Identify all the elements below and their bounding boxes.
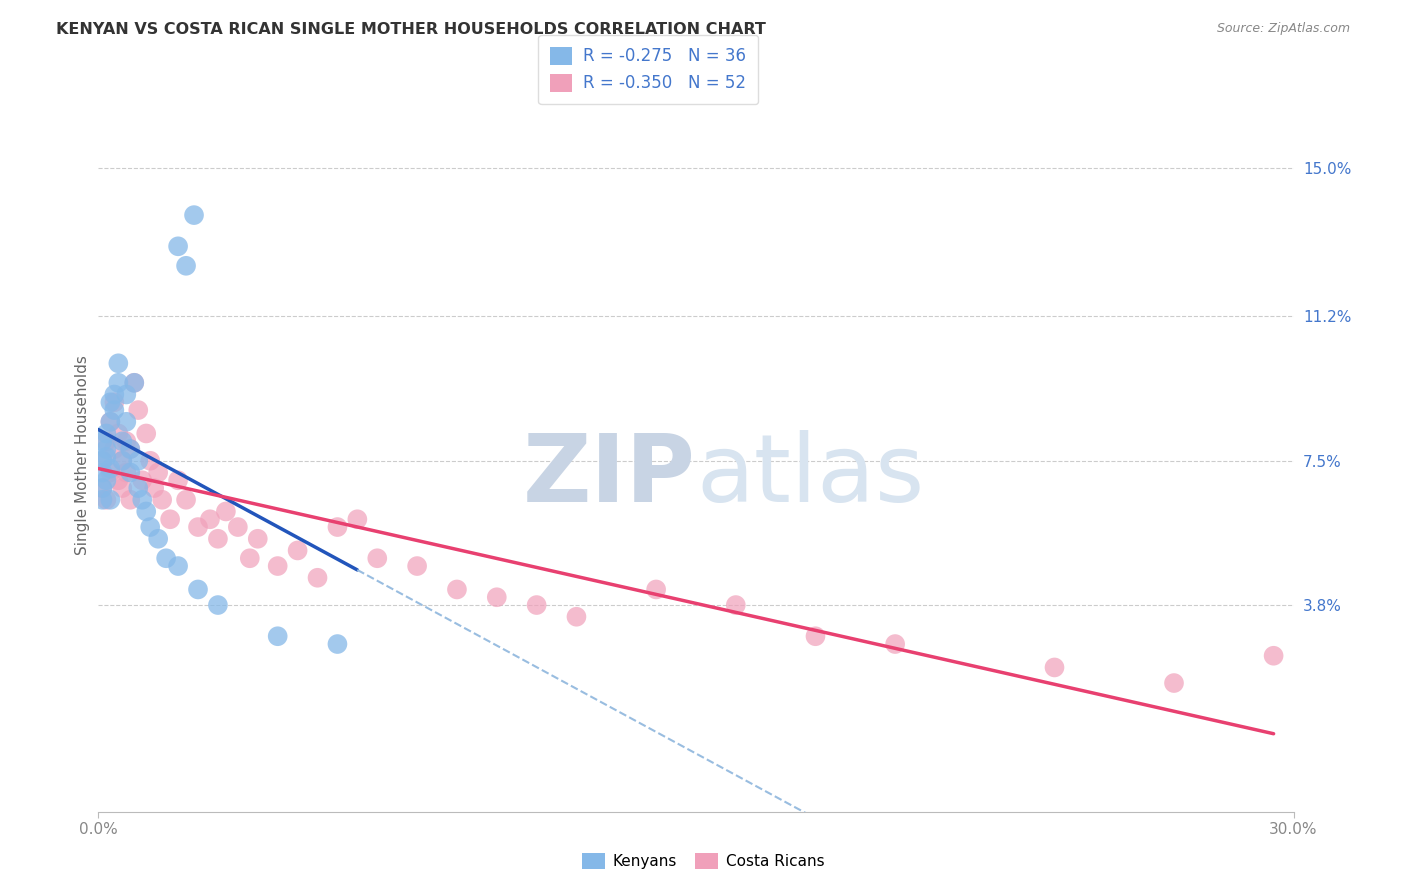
- Point: [198, 512, 221, 526]
- Point: [96, 426, 118, 441]
- Text: atlas: atlas: [696, 430, 924, 523]
- Point: [111, 454, 134, 468]
- Point: [115, 466, 138, 480]
- Point: [526, 598, 548, 612]
- Point: [167, 473, 190, 487]
- Point: [111, 454, 134, 468]
- Point: [724, 598, 747, 612]
- Point: [565, 609, 588, 624]
- Point: [346, 512, 368, 526]
- Point: [98, 395, 122, 409]
- Point: [215, 504, 238, 518]
- Point: [267, 629, 290, 643]
- Point: [884, 637, 907, 651]
- Point: [143, 481, 166, 495]
- Point: [287, 543, 309, 558]
- Point: [326, 637, 349, 651]
- Point: [115, 415, 138, 429]
- Point: [645, 582, 668, 597]
- Point: [103, 403, 125, 417]
- Point: [1163, 676, 1185, 690]
- Point: [150, 492, 173, 507]
- Point: [174, 492, 197, 507]
- Point: [98, 415, 122, 429]
- Point: [115, 387, 138, 401]
- Point: [91, 492, 114, 507]
- Point: [167, 559, 190, 574]
- Point: [366, 551, 388, 566]
- Point: [91, 454, 114, 468]
- Point: [135, 426, 157, 441]
- Point: [103, 442, 125, 456]
- Point: [103, 387, 125, 401]
- Point: [326, 520, 349, 534]
- Text: KENYAN VS COSTA RICAN SINGLE MOTHER HOUSEHOLDS CORRELATION CHART: KENYAN VS COSTA RICAN SINGLE MOTHER HOUS…: [56, 22, 766, 37]
- Point: [127, 403, 149, 417]
- Point: [207, 532, 229, 546]
- Point: [111, 481, 134, 495]
- Point: [107, 426, 129, 441]
- Point: [91, 466, 114, 480]
- Point: [124, 376, 146, 390]
- Point: [107, 356, 129, 370]
- Y-axis label: Single Mother Households: Single Mother Households: [75, 355, 90, 555]
- Point: [91, 454, 114, 468]
- Point: [91, 481, 114, 495]
- Point: [187, 582, 209, 597]
- Point: [1263, 648, 1285, 663]
- Point: [111, 434, 134, 449]
- Point: [246, 532, 269, 546]
- Text: ZIP: ZIP: [523, 430, 696, 523]
- Point: [155, 551, 177, 566]
- Point: [1043, 660, 1066, 674]
- Point: [267, 559, 290, 574]
- Point: [174, 259, 197, 273]
- Point: [107, 473, 129, 487]
- Point: [406, 559, 429, 574]
- Point: [98, 461, 122, 475]
- Point: [91, 481, 114, 495]
- Point: [135, 504, 157, 518]
- Point: [131, 492, 153, 507]
- Point: [485, 591, 508, 605]
- Point: [139, 454, 162, 468]
- Point: [446, 582, 468, 597]
- Point: [804, 629, 827, 643]
- Point: [307, 571, 329, 585]
- Point: [96, 492, 118, 507]
- Point: [226, 520, 249, 534]
- Point: [120, 442, 142, 456]
- Point: [127, 454, 149, 468]
- Point: [131, 473, 153, 487]
- Point: [98, 466, 122, 480]
- Point: [148, 532, 170, 546]
- Text: Source: ZipAtlas.com: Source: ZipAtlas.com: [1216, 22, 1350, 36]
- Point: [207, 598, 229, 612]
- Point: [115, 434, 138, 449]
- Point: [120, 492, 142, 507]
- Point: [98, 492, 122, 507]
- Point: [96, 442, 118, 456]
- Point: [159, 512, 181, 526]
- Point: [187, 520, 209, 534]
- Point: [124, 376, 146, 390]
- Point: [127, 481, 149, 495]
- Point: [98, 415, 122, 429]
- Point: [107, 376, 129, 390]
- Point: [139, 520, 162, 534]
- Legend: Kenyans, Costa Ricans: Kenyans, Costa Ricans: [575, 847, 831, 875]
- Point: [167, 239, 190, 253]
- Point: [120, 442, 142, 456]
- Point: [103, 395, 125, 409]
- Point: [120, 466, 142, 480]
- Point: [239, 551, 262, 566]
- Point: [96, 473, 118, 487]
- Point: [183, 208, 205, 222]
- Point: [96, 450, 118, 464]
- Point: [91, 434, 114, 449]
- Point: [96, 434, 118, 449]
- Legend: R = -0.275   N = 36, R = -0.350   N = 52: R = -0.275 N = 36, R = -0.350 N = 52: [538, 35, 758, 104]
- Point: [148, 466, 170, 480]
